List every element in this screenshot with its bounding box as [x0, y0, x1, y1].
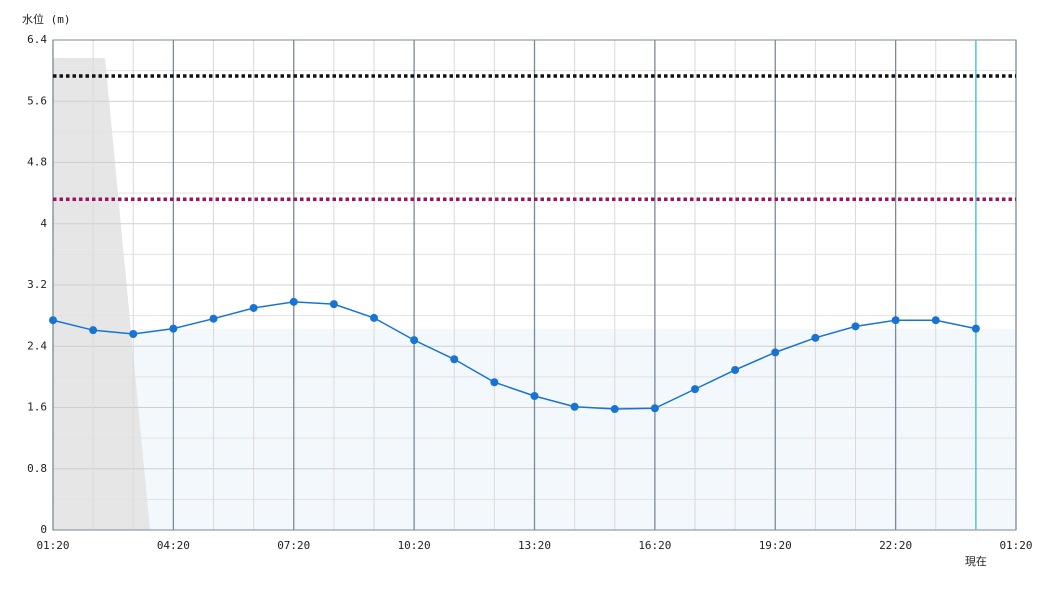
- data-point: [490, 378, 499, 387]
- y-axis-label: 水位 (m): [22, 12, 71, 26]
- data-point: [691, 385, 699, 394]
- data-point: [610, 405, 619, 414]
- data-point: [931, 316, 940, 325]
- y-tick-label: 0: [40, 523, 47, 536]
- y-tick-label: 0.8: [27, 462, 47, 475]
- y-tick-label: 3.2: [27, 278, 47, 291]
- data-point: [530, 392, 539, 401]
- data-point: [169, 324, 178, 333]
- data-point: [289, 297, 298, 306]
- data-point: [129, 330, 138, 338]
- gray-area: [53, 58, 150, 530]
- data-point: [811, 333, 820, 342]
- y-tick-label: 1.6: [27, 401, 47, 414]
- now-label: 現在: [965, 555, 987, 568]
- data-point: [971, 324, 980, 333]
- data-point: [410, 336, 419, 345]
- data-point: [249, 303, 258, 312]
- x-tick-label: 07:20: [277, 539, 310, 552]
- y-tick-label: 5.6: [27, 94, 47, 107]
- y-tick-label: 6.4: [27, 33, 47, 46]
- y-tick-label: 4.8: [27, 156, 47, 169]
- x-tick-label: 22:20: [879, 539, 912, 552]
- x-tick-label: 04:20: [157, 539, 190, 552]
- data-point: [370, 313, 378, 322]
- data-point: [209, 314, 218, 323]
- x-tick-label: 13:20: [518, 539, 551, 552]
- x-tick-label: 10:20: [398, 539, 431, 552]
- series-line: [52, 301, 977, 410]
- data-point: [570, 402, 579, 411]
- data-point: [650, 404, 659, 413]
- y-tick-label: 4: [40, 217, 47, 230]
- x-tick-label: 01:20: [999, 539, 1032, 552]
- data-point: [49, 316, 57, 325]
- data-point: [851, 322, 860, 331]
- data-point: [771, 348, 780, 357]
- data-point: [891, 316, 900, 325]
- plot-border: [52, 39, 1017, 531]
- data-point: [731, 365, 740, 374]
- x-tick-label: 16:20: [638, 539, 671, 552]
- data-point: [329, 300, 338, 309]
- x-tick-label: 19:20: [759, 539, 792, 552]
- x-tick-label: 01:20: [36, 539, 69, 552]
- data-point: [89, 326, 98, 335]
- data-point: [450, 355, 459, 364]
- y-tick-label: 2.4: [27, 339, 47, 352]
